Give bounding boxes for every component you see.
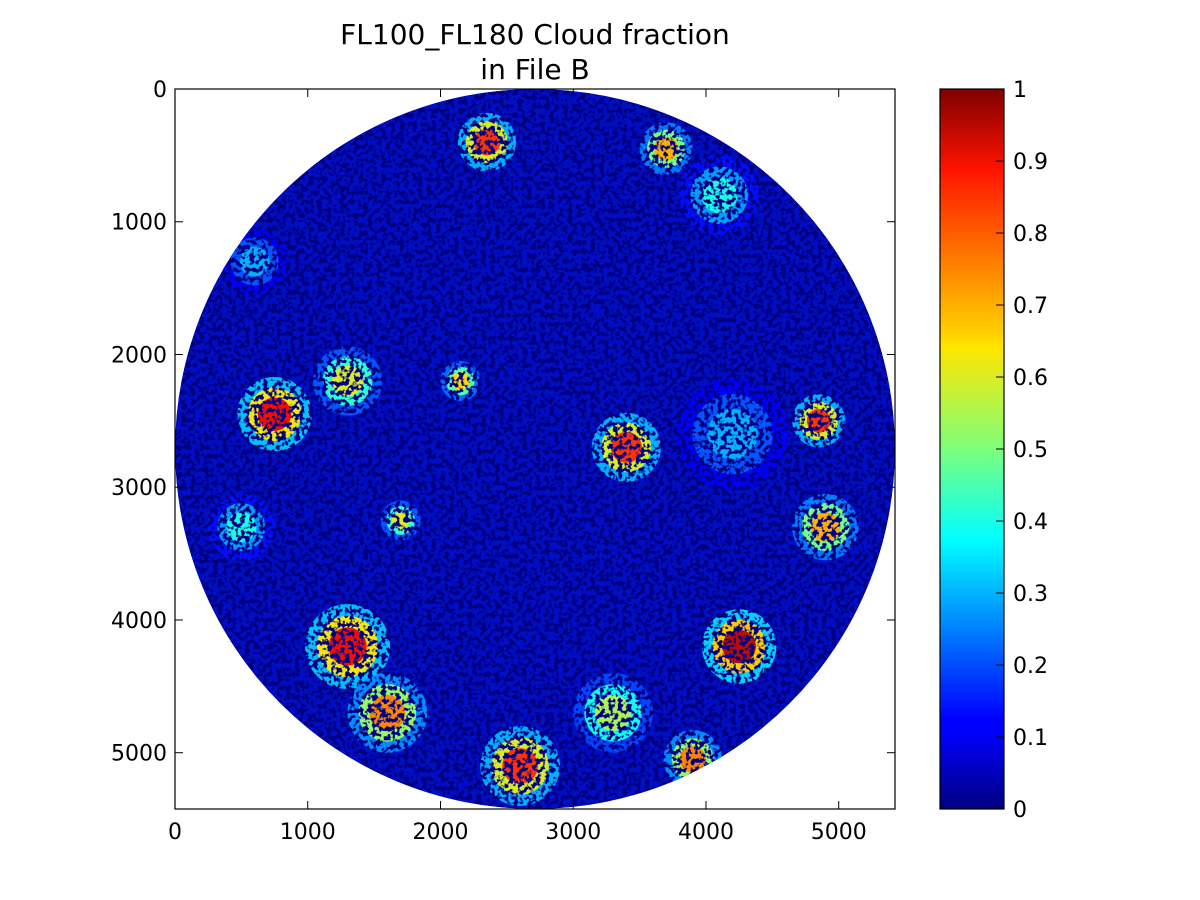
colorbar-tick-label: 0.7 — [1013, 294, 1048, 319]
chart-title-line-2: in File B — [480, 53, 590, 86]
x-tick-label: 2000 — [412, 820, 468, 845]
colorbar-tick-label: 0.8 — [1013, 222, 1048, 247]
cloud-region-south-pacific-south — [347, 673, 428, 753]
cloud-region-antarctic-edge — [480, 726, 560, 806]
plot-frame — [174, 88, 896, 810]
cloud-region-central-pacific — [440, 361, 481, 401]
cloud-region-south-atlantic-edge — [663, 730, 722, 789]
x-tick-label: 1000 — [280, 820, 336, 845]
chart-title-line-1: FL100_FL180 Cloud fraction — [340, 18, 730, 51]
cloud-region-southern-ocean-east — [573, 673, 653, 753]
x-tick-label: 4000 — [678, 820, 734, 845]
colorbar-tick-label: 0.6 — [1013, 366, 1048, 391]
cloud-region-south-east-pacific — [701, 609, 777, 684]
cloud-region-amazon-east — [792, 394, 846, 448]
colorbar-tick-label: 0 — [1013, 798, 1027, 823]
cloud-region-asia-east — [221, 228, 288, 295]
cloud-region-north-east-pacific — [679, 155, 760, 236]
colorbar-tick-label: 1 — [1013, 78, 1027, 103]
colorbar-tick-label: 0.2 — [1013, 654, 1048, 679]
colorbar-tick-label: 0.3 — [1013, 582, 1048, 607]
cloud-region-south-america-east — [792, 493, 859, 561]
colorbar-gradient — [939, 88, 1005, 810]
x-tick-label: 3000 — [545, 820, 601, 845]
cloud-region-australia-east — [208, 493, 275, 561]
y-tick-label: 1000 — [111, 211, 167, 236]
y-tick-label: 0 — [153, 78, 167, 103]
cloud-region-north-pacific-storm — [457, 112, 517, 172]
y-tick-label: 2000 — [111, 343, 167, 368]
x-tick-label: 5000 — [811, 820, 867, 845]
cloud-region-tropical-band — [313, 346, 383, 416]
x-tick-label: 0 — [168, 820, 182, 845]
cloud-region-spcz — [380, 500, 421, 541]
cloud-region-alaska-gulf — [639, 122, 693, 176]
colorbar-tick-label: 0.9 — [1013, 150, 1048, 175]
cloud-region-south-america-north — [676, 378, 789, 490]
y-tick-label: 4000 — [111, 609, 167, 634]
colorbar: 0 0.1 0.2 0.3 0.4 0.5 0.6 0.7 0.8 0.9 1 — [939, 78, 1048, 823]
cloud-region-west-pacific-convection — [237, 377, 312, 452]
colorbar-tick-label: 0.1 — [1013, 726, 1048, 751]
colorbar-tick-label: 0.4 — [1013, 510, 1048, 535]
cloud-region-central-america — [591, 412, 661, 482]
heatmap-layer — [175, 89, 895, 809]
cloud-region-southern-ocean-front — [305, 604, 391, 689]
colorbar-tick-label: 0.5 — [1013, 438, 1048, 463]
y-tick-label: 5000 — [111, 742, 167, 767]
y-tick-label: 3000 — [111, 476, 167, 501]
axis-ticks: 0 1000 2000 3000 4000 5000 0 1000 2000 3000 4000 50… — [111, 78, 895, 845]
